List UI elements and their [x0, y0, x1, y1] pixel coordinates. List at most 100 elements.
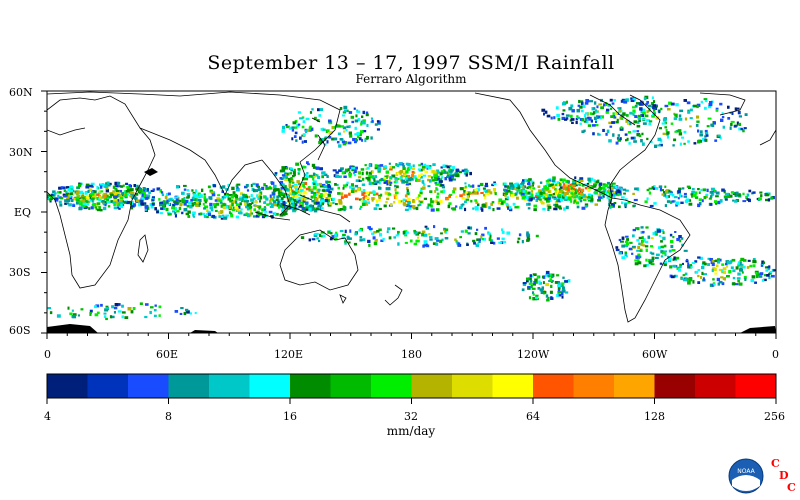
rain-cell: [179, 312, 183, 315]
rain-cell: [553, 203, 556, 206]
rain-cell: [501, 228, 504, 232]
rain-cell: [532, 287, 536, 290]
rain-cell: [572, 182, 577, 186]
rain-cell: [463, 172, 467, 175]
rain-cell: [47, 196, 49, 199]
rain-cell: [308, 206, 311, 210]
rain-cell: [555, 190, 558, 194]
rain-cell: [266, 203, 270, 206]
rain-cell: [664, 253, 667, 257]
rain-cell: [284, 173, 287, 177]
rain-cell: [526, 236, 530, 240]
rain-cell: [284, 178, 288, 181]
rain-cell: [245, 205, 249, 208]
rain-cell: [141, 196, 145, 200]
rain-cell: [194, 189, 198, 193]
rain-cell: [755, 273, 760, 277]
rain-cell: [649, 204, 654, 208]
rain-cell: [554, 201, 559, 205]
rain-cell: [172, 203, 176, 207]
rain-cell: [526, 179, 530, 182]
rain-cell: [662, 236, 666, 241]
rain-cell: [258, 193, 261, 197]
rain-cell: [228, 208, 232, 211]
rain-cell: [379, 233, 383, 237]
rain-cell: [427, 178, 430, 182]
rain-cell: [370, 175, 375, 179]
rain-cell: [417, 204, 420, 207]
rain-cell: [219, 210, 224, 214]
rain-cell: [633, 198, 638, 202]
rain-cell: [546, 182, 550, 186]
rain-cell: [708, 103, 713, 107]
rain-cell: [94, 196, 97, 199]
rain-cell: [313, 180, 317, 184]
rain-cell: [328, 136, 332, 139]
rain-cell: [187, 215, 191, 218]
rain-cell: [710, 187, 715, 191]
rain-cell: [697, 281, 701, 284]
rain-cell: [557, 284, 561, 288]
rain-cell: [600, 186, 603, 190]
rain-cell: [727, 195, 731, 198]
rain-cell: [70, 199, 74, 202]
rain-cell: [347, 141, 352, 145]
rain-cell: [318, 138, 323, 142]
rain-cell: [684, 278, 688, 281]
rain-cell: [590, 177, 594, 181]
rain-cell: [464, 229, 468, 233]
rain-cell: [523, 185, 526, 189]
rain-cell: [362, 130, 367, 133]
rain-cell: [598, 133, 601, 136]
rain-cell: [683, 195, 687, 198]
rain-cell: [529, 186, 532, 191]
rain-cell: [246, 214, 251, 218]
rain-cell: [542, 188, 546, 191]
rain-cell: [336, 141, 340, 144]
rain-cell: [658, 246, 661, 249]
rain-cell: [619, 192, 622, 196]
rain-cell: [418, 194, 421, 197]
rain-cell: [78, 200, 81, 203]
rain-cell: [533, 281, 536, 285]
rain-cell: [378, 228, 382, 231]
rain-cell: [736, 121, 739, 125]
rain-cell: [371, 199, 374, 202]
rain-cell: [542, 292, 546, 295]
rain-cell: [172, 210, 176, 213]
rain-cell: [291, 137, 294, 141]
rain-cell: [625, 139, 628, 142]
rain-cell: [388, 162, 391, 165]
colorbar-swatch: [168, 374, 210, 398]
rain-cell: [673, 200, 676, 203]
rain-cell: [440, 166, 443, 169]
rain-cell: [434, 190, 437, 193]
rain-cell: [175, 198, 179, 202]
rain-cell: [383, 204, 387, 208]
rain-cell: [117, 310, 122, 313]
rain-cell: [763, 278, 767, 282]
rain-cell: [308, 128, 312, 132]
rain-cell: [322, 171, 326, 175]
rain-cell: [752, 258, 756, 261]
rain-cell: [689, 108, 693, 112]
rain-cell: [291, 128, 295, 132]
rain-cell: [293, 205, 297, 209]
rain-cell: [704, 106, 707, 110]
rain-cell: [400, 174, 404, 178]
rain-cell: [292, 209, 296, 213]
rain-cell: [581, 206, 586, 210]
rain-cell: [673, 117, 677, 121]
rain-cell: [743, 275, 747, 280]
rain-cell: [481, 233, 485, 237]
rain-cell: [526, 186, 529, 189]
rain-cell: [321, 128, 326, 131]
rain-cell: [99, 209, 103, 212]
rain-cell: [596, 110, 599, 113]
rain-cell: [717, 134, 721, 137]
rain-cell: [118, 185, 122, 188]
rain-cell: [374, 182, 377, 185]
rain-cell: [353, 242, 358, 246]
rain-cell: [85, 185, 90, 189]
rain-cell: [240, 208, 243, 211]
